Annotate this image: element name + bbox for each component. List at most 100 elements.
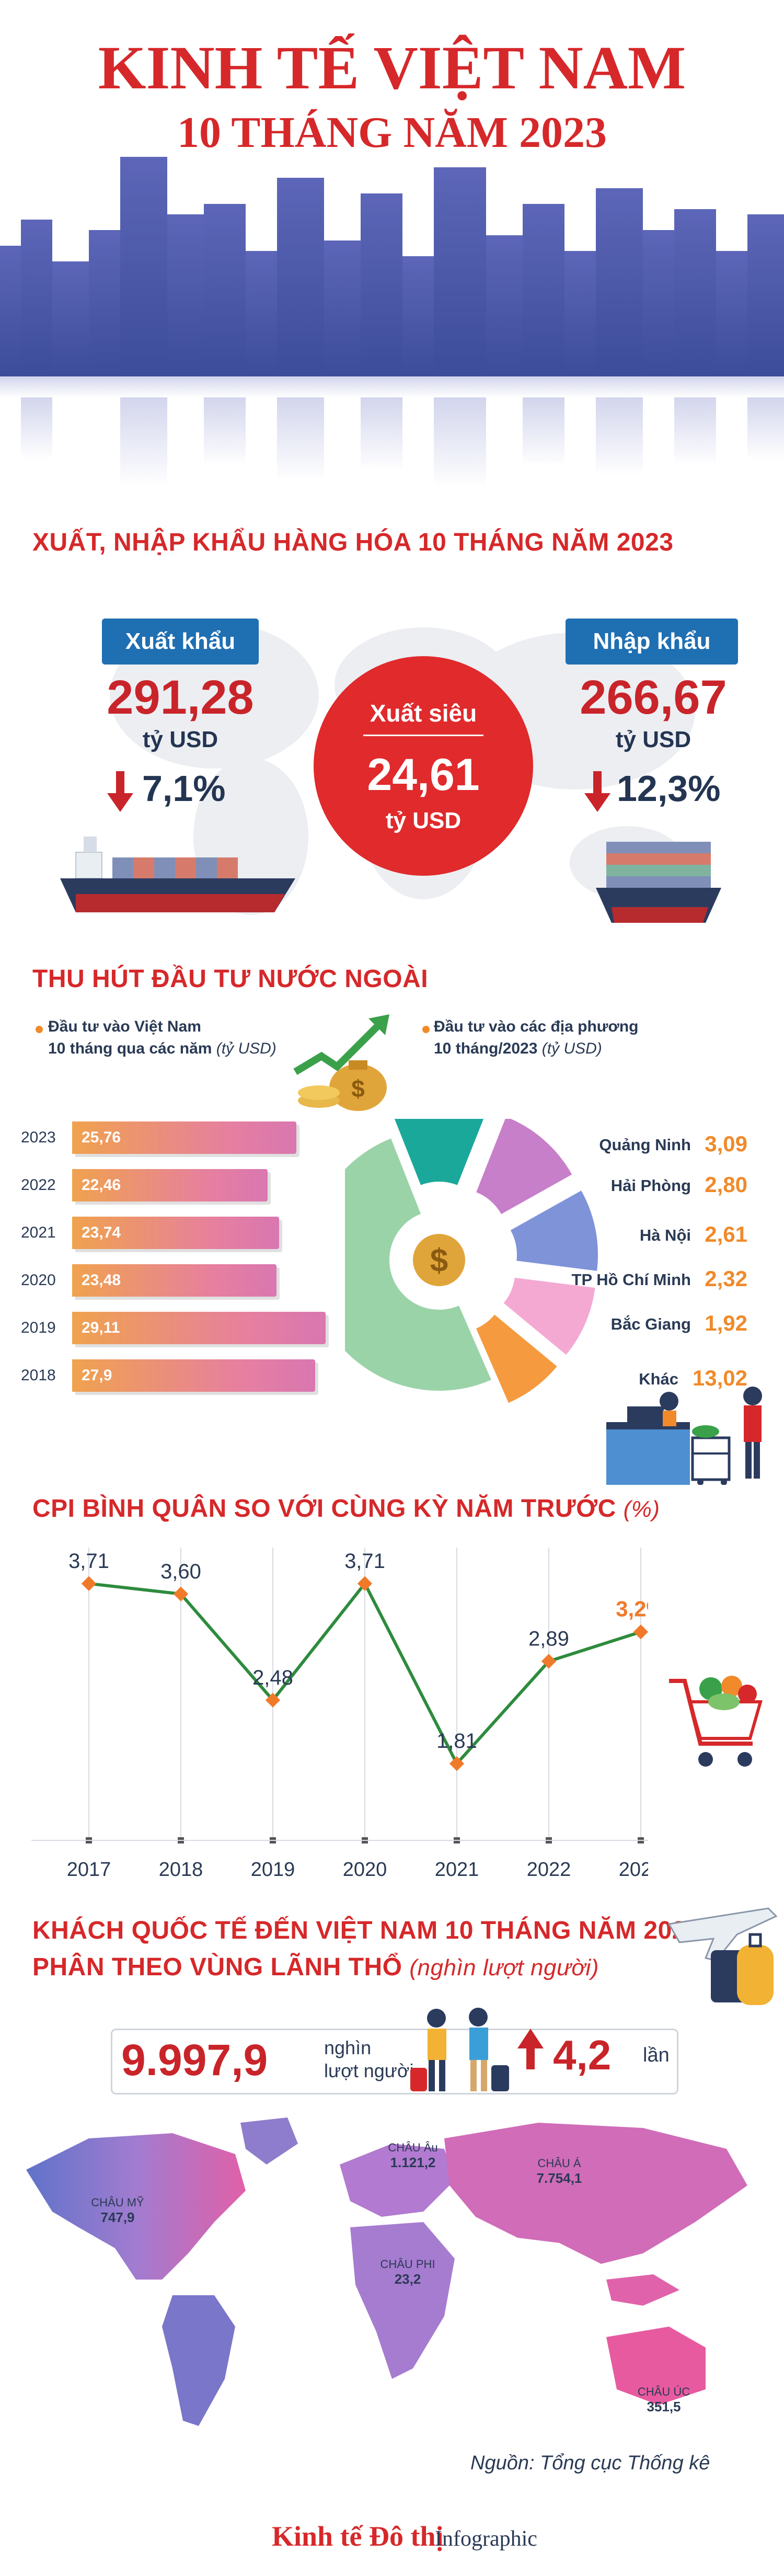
cpi-value-label: 3,71 [68,1550,109,1573]
tourist-growth-value: 4,2 [553,2032,612,2078]
tourist-total-unit-line1: nghìn [324,2037,372,2058]
donut-category-label: Quảng Ninh [599,1136,691,1154]
cpi-x-tick-label: 2019 [251,1859,295,1881]
map-australia [606,2327,706,2405]
donut-value-label: 2,32 [705,1266,747,1291]
export-value: 291,28 [107,671,254,724]
cpi-section-title: CPI BÌNH QUÂN SO VỚI CÙNG KỲ NĂM TRƯỚC (… [32,1494,660,1523]
tourist-growth-unit: lần [643,2044,670,2066]
city-skyline-illustration [0,157,784,486]
donut-value-label: 1,92 [705,1311,747,1335]
money-bag-growth-icon: $ [293,1014,389,1111]
dollar-coin-icon [413,1234,465,1286]
data-source: Nguồn: Tổng cục Thống kê [470,2452,710,2474]
travel-luggage-icon [667,1907,778,2005]
cpi-value-label: 3,60 [160,1560,201,1583]
donut-value-label: 2,80 [705,1172,747,1197]
cpi-value-label: 1,81 [436,1730,477,1753]
donut-value-label: 3,09 [705,1131,747,1156]
cpi-unit: (%) [623,1496,660,1522]
cpi-marker [633,1624,648,1640]
cpi-title: CPI BÌNH QUÂN SO VỚI CÙNG KỲ NĂM TRƯỚC [32,1495,616,1522]
cpi-marker [541,1654,557,1669]
trade-section-title: XUẤT, NHẬP KHẨU HÀNG HÓA 10 THÁNG NĂM 20… [32,529,674,556]
cpi-value-label: 3,71 [344,1550,385,1573]
cpi-marker [357,1576,373,1591]
surplus-value: 24,61 [367,750,480,800]
cpi-value-label: 2,89 [528,1627,569,1650]
fdi-left-legend-unit: (tỷ USD) [216,1040,276,1057]
fdi-bar-value-label: 29,11 [82,1319,120,1336]
legend-dot [422,1026,430,1033]
fdi-donut-chart: $3,09 Quảng Ninh 2,80 Hải Phòng 2,61 Hà Nội 2,… [345,1119,747,1403]
fdi-bar-year-label: 2018 [21,1367,56,1384]
donut-slice [345,1138,491,1391]
fdi-bar: 23,48 [72,1264,277,1297]
export-change: 7,1% [142,768,226,809]
tourism-section-title-line1: KHÁCH QUỐC TẾ ĐẾN VIỆT NAM 10 THÁNG NĂM … [32,1917,701,1944]
fdi-right-legend-line2: 10 tháng/2023 [434,1040,538,1057]
fdi-right-legend-unit: (tỷ USD) [541,1040,602,1057]
fdi-bar: 23,74 [72,1217,279,1249]
trade-surplus-circle: Xuất siêu 24,61 tỷ USD [314,656,533,876]
tourism-section-title-unit: (nghìn lượt người) [409,1955,599,1980]
surplus-divider [363,735,483,736]
fdi-bar: 22,46 [72,1169,268,1201]
cpi-x-tick-label: 2023 [619,1859,648,1881]
cpi-x-tick-label: 2017 [67,1859,111,1881]
fdi-bar-chart: 2023 25,76 2022 22,46 2021 23,74 2020 23,48 2019… [21,1121,335,1414]
donut-category-label: Hà Nội [640,1226,691,1244]
cpi-marker [81,1576,97,1591]
shopping-cart-icon [669,1676,763,1767]
cpi-marker [173,1586,189,1601]
cpi-x-tick-label: 2021 [435,1859,479,1881]
arrow-up-icon [517,2029,544,2069]
surplus-label: Xuất siêu [370,700,477,727]
fdi-bar: 25,76 [72,1121,297,1154]
cpi-value-label: 3,2% [616,1596,648,1621]
main-title: KINH TẾ VIỆT NAM [98,33,686,102]
fdi-right-legend: Đầu tư vào các địa phương 10 tháng/2023 … [434,1016,639,1060]
travelers-illustration [410,2008,509,2091]
fdi-bar-value-label: 22,46 [82,1176,121,1194]
fdi-bar-value-label: 23,74 [82,1224,121,1241]
map-greenland [240,2117,298,2165]
fdi-bar-year-label: 2021 [21,1224,56,1241]
fdi-bar-year-label: 2019 [21,1319,56,1336]
svg-text:$: $ [351,1075,365,1102]
fdi-bar-year-label: 2020 [21,1272,56,1289]
map-south-america [162,2295,235,2426]
tourist-total-unit-line2: lượt người [324,2060,414,2081]
tourism-section-title-line2: PHÂN THEO VÙNG LÃNH THỔ [32,1953,402,1981]
cpi-x-tick-label: 2022 [527,1859,571,1881]
export-label: Xuất khẩu [102,619,259,665]
tourist-total-unit: nghìn lượt người [324,2036,413,2082]
brand-suffix: Infographic [435,2527,537,2551]
cpi-value-label: 2,48 [252,1666,293,1689]
shop-counter-illustration [606,1387,762,1485]
map-se-asia [606,2274,679,2306]
import-unit: tỷ USD [615,727,691,752]
dollar-symbol: $ [430,1243,448,1279]
import-value: 266,67 [580,671,727,724]
donut-slice [510,1190,598,1271]
fdi-left-legend-line1: Đầu tư vào Việt Nam [48,1018,201,1035]
cpi-marker [449,1756,465,1771]
cargo-ship-icon [60,837,295,912]
cpi-x-tick-label: 2020 [343,1859,387,1881]
map-africa [350,2222,455,2379]
donut-slice [476,1119,572,1215]
import-change: 12,3% [617,768,721,809]
cpi-x-tick-label: 2018 [159,1859,203,1881]
tourism-section-title-line2-wrap: PHÂN THEO VÙNG LÃNH THỔ (nghìn lượt ngườ… [32,1953,599,1982]
surplus-unit: tỷ USD [385,808,462,833]
export-unit: tỷ USD [142,727,218,752]
donut-slice [476,1314,557,1403]
tourist-total-value: 9.997,9 [121,2035,268,2085]
fdi-bar-value-label: 27,9 [82,1367,112,1384]
cpi-marker [265,1692,281,1708]
fdi-bar-year-label: 2022 [21,1176,56,1194]
donut-slice [394,1119,484,1185]
arrow-down-icon [584,771,610,812]
fdi-left-legend-line2: 10 tháng qua các năm [48,1040,212,1057]
